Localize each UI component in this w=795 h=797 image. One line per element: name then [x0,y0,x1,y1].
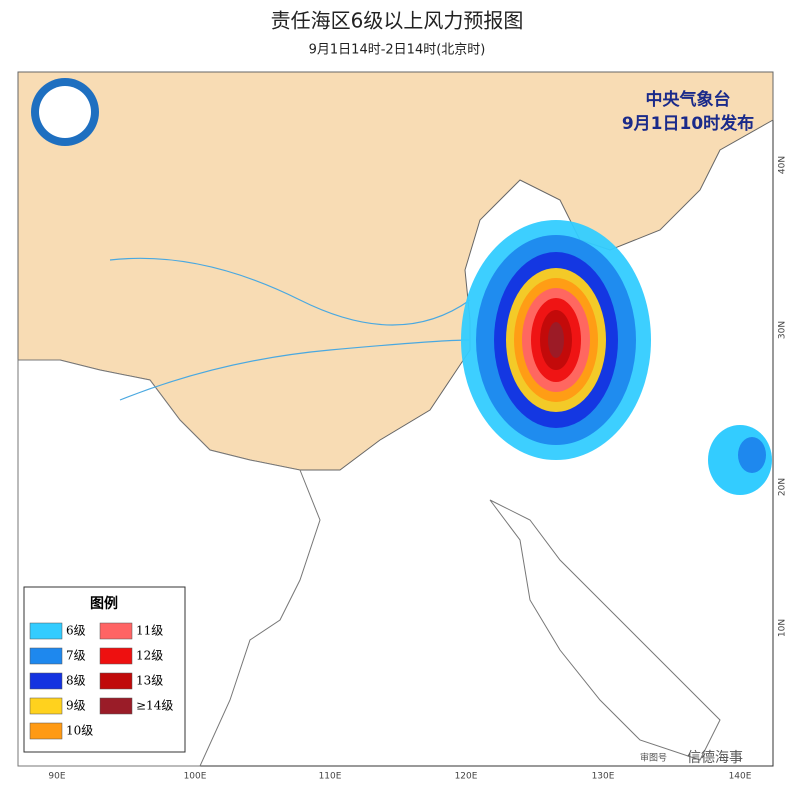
legend-label: 12级 [136,649,163,663]
rivers [109,257,471,401]
latitude-label: 10N [778,619,788,637]
legend-swatch [99,622,133,640]
latitude-label: 30N [778,321,788,339]
map: 中央气象台 9月1日10时发布 审图号 信德海事 [17,71,774,767]
map-number: 审图号 [640,752,667,764]
subtitle: 9月1日14时-2日14时(北京时) [309,43,486,58]
watermark: 信德海事 [687,750,743,766]
latitude-label: 40N [778,156,788,174]
legend-label: 9级 [66,699,86,713]
logo-inner [39,86,91,138]
longitude-label: 110E [319,772,342,782]
legend-swatch [29,647,63,665]
legend-swatch [29,622,63,640]
legend-swatch [29,672,63,690]
wind-zone [738,437,766,473]
wind-zones [461,220,772,495]
issuer-name: 中央气象台 [646,89,731,110]
legend-swatch [99,672,133,690]
legend-title: 图例 [90,595,118,612]
axes: 90E 100E 110E 120E 130E 140E 40N 30N 20N 10N [48,156,787,782]
legend-label: 13级 [136,674,163,688]
title: 责任海区6级以上风力预报图 [271,9,524,33]
legend-swatch [29,697,63,715]
longitude-label: 140E [729,772,752,782]
legend-swatch [99,647,133,665]
legend-swatch [29,722,63,740]
legend-label: ≥14级 [136,699,173,713]
legend-swatch [99,697,133,715]
longitude-label: 90E [48,772,65,782]
latitude-label: 20N [778,478,788,496]
longitude-label: 100E [184,772,207,782]
issuer-time: 9月1日10时发布 [622,113,754,134]
longitude-label: 130E [592,772,615,782]
legend-label: 7级 [66,649,86,663]
legend: 图例 6级 7级 8级 9级 10级 11级 12级 13级 ≥14级 [23,586,186,753]
legend-label: 11级 [136,624,163,638]
legend-label: 6级 [66,624,86,638]
legend-label: 10级 [66,724,93,738]
longitude-label: 120E [455,772,478,782]
wind-zone [548,322,564,358]
legend-label: 8级 [66,674,86,688]
islands [489,499,721,761]
